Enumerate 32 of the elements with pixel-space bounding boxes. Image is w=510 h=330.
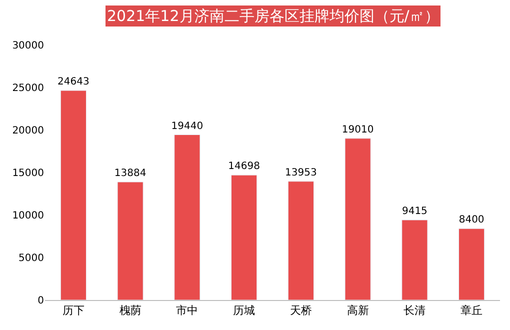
data-label: 19010 [342,124,374,136]
y-tick-label: 0 [38,296,44,306]
bar [288,181,314,300]
x-tick-label: 高新 [346,304,369,318]
bar [344,138,371,300]
bar [402,220,428,300]
x-tick-label: 历下 [62,304,84,318]
bar [458,228,485,300]
data-label: 13953 [285,167,317,178]
x-tick-label: 天桥 [290,304,312,318]
data-label: 8400 [458,214,484,226]
x-tick-label: 长清 [404,304,426,318]
x-tick-label: 槐荫 [119,304,142,318]
data-label: 9415 [402,206,428,217]
data-label: 13884 [114,168,146,179]
bar [117,182,144,300]
bar [231,174,258,300]
y-tick-label: 25000 [12,83,44,94]
bar [174,134,200,300]
x-tick-label: 历城 [233,304,256,318]
bar [60,90,86,300]
data-label: 19440 [171,120,204,132]
x-tick-label: 章丘 [460,304,483,318]
data-label: 14698 [228,161,260,172]
y-tick-label: 15000 [12,168,44,179]
y-tick-label: 30000 [12,40,44,52]
y-tick-label: 10000 [12,210,44,222]
chart-title: 2021年12月济南二手房各区挂牌均价图（元/㎡） [107,7,440,25]
y-tick-label: 20000 [12,126,44,136]
y-tick-label: 5000 [18,253,44,264]
x-tick-label: 市中 [176,304,198,318]
data-label: 24643 [58,76,90,88]
